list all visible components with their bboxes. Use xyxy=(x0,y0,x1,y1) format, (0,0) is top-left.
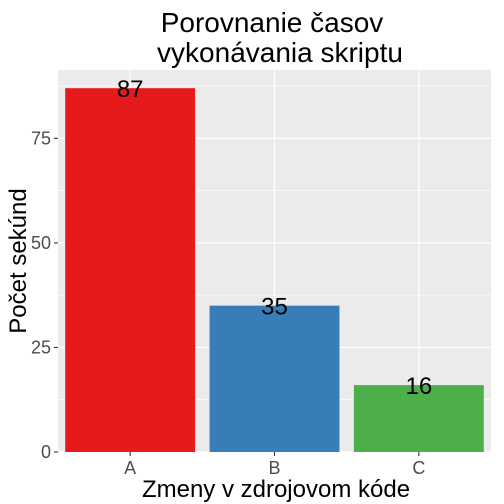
x-tick-label: B xyxy=(268,458,280,478)
x-tick-label: A xyxy=(124,458,136,478)
chart-title-line-1: Porovnanie časov xyxy=(161,7,384,38)
data-label-A: 87 xyxy=(117,76,144,103)
y-tick-label: 0 xyxy=(41,442,51,462)
y-tick-label: 50 xyxy=(31,233,51,253)
y-tick-label: 25 xyxy=(31,337,51,357)
y-tick-label: 75 xyxy=(31,128,51,148)
y-axis-title: Počet sekúnd xyxy=(5,188,32,333)
chart-title: Porovnanie časov vykonávania skriptu xyxy=(157,7,403,68)
x-axis: A B C xyxy=(124,452,425,478)
bar-C xyxy=(353,385,484,452)
chart-title-line-2: vykonávania skriptu xyxy=(157,37,403,68)
x-tick-label: C xyxy=(412,458,425,478)
bar-A xyxy=(65,88,196,452)
x-axis-title: Zmeny v zdrojovom kóde xyxy=(142,476,410,503)
data-label-B: 35 xyxy=(261,294,288,321)
data-label-C: 16 xyxy=(405,373,432,400)
bar-B xyxy=(209,305,340,452)
data-labels: 87 35 16 xyxy=(117,76,432,400)
y-axis: 0 25 50 75 xyxy=(31,128,58,462)
bars xyxy=(65,88,484,452)
